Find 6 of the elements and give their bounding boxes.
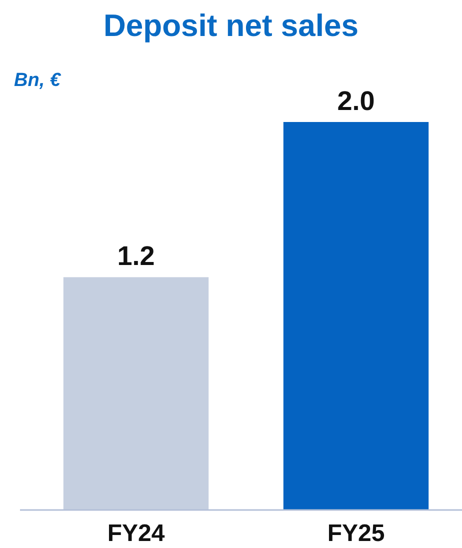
- data-label: 2.0: [337, 86, 375, 116]
- x-tick-label: FY24: [107, 520, 166, 547]
- x-tick-label: FY25: [327, 520, 385, 547]
- data-label: 1.2: [117, 241, 155, 272]
- y-axis-title: Bn, €: [14, 70, 62, 91]
- chart-title: Deposit net sales: [104, 8, 358, 43]
